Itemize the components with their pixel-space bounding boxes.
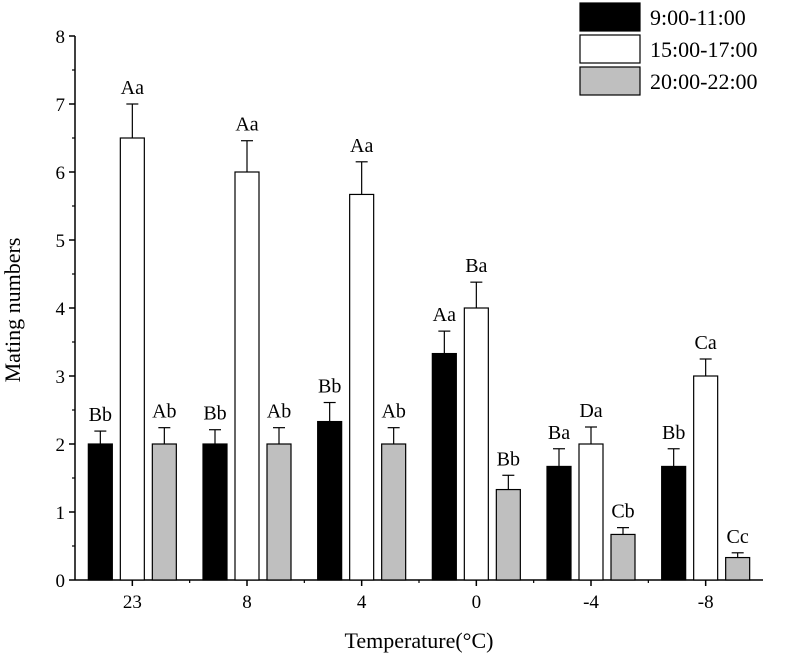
y-tick-label: 2 xyxy=(56,435,66,456)
x-axis: 23 8 4 0 -4 -8 xyxy=(75,579,763,613)
y-tick-label: 6 xyxy=(56,163,66,184)
data-label: Cb xyxy=(611,501,634,523)
x-tick-label: 4 xyxy=(357,592,367,613)
data-label: Da xyxy=(579,400,602,422)
legend-swatch xyxy=(579,66,641,96)
y-axis: 0 1 2 3 4 5 6 7 8 xyxy=(56,27,76,592)
error-bars xyxy=(94,103,744,558)
bar xyxy=(381,443,407,581)
legend-swatch xyxy=(579,2,641,32)
bar xyxy=(266,443,292,581)
legend: 9:00-11:00 15:00-17:00 20:00-22:00 xyxy=(579,2,758,96)
data-label: Ba xyxy=(465,255,487,277)
data-label: Ab xyxy=(267,401,291,423)
x-tick-label: 8 xyxy=(242,592,252,613)
bars xyxy=(87,137,751,581)
bar xyxy=(119,137,145,581)
data-label: Aa xyxy=(433,304,456,326)
data-label: Ab xyxy=(381,401,405,423)
data-label: Aa xyxy=(350,135,373,157)
data-label: Aa xyxy=(235,114,258,136)
y-tick-label: 4 xyxy=(56,299,66,320)
legend-entry: 15:00-17:00 xyxy=(650,37,758,62)
data-label: Bb xyxy=(662,422,685,444)
y-axis-title: Mating numbers xyxy=(0,238,25,383)
y-tick-label: 1 xyxy=(56,503,66,524)
data-label: Ab xyxy=(152,401,176,423)
bar xyxy=(578,443,604,581)
data-label: Bb xyxy=(318,376,341,398)
bar xyxy=(463,307,489,581)
bar xyxy=(661,465,687,581)
y-tick-label: 5 xyxy=(56,231,66,252)
y-tick-label: 3 xyxy=(56,367,66,388)
data-label: Bb xyxy=(89,404,112,426)
data-label: Cc xyxy=(727,526,749,548)
bar xyxy=(495,488,521,581)
bar xyxy=(87,443,113,581)
bar xyxy=(349,193,375,581)
x-tick-label: -4 xyxy=(583,592,599,613)
data-label: Aa xyxy=(121,77,144,99)
bar xyxy=(202,443,228,581)
x-tick-label: 23 xyxy=(123,592,142,613)
bar xyxy=(431,352,457,581)
x-tick-label: -8 xyxy=(698,592,714,613)
data-label: Bb xyxy=(203,403,226,425)
bar xyxy=(546,465,572,581)
legend-entry: 20:00-22:00 xyxy=(650,69,758,94)
bar xyxy=(610,533,636,581)
y-tick-label: 0 xyxy=(56,571,66,592)
significance-labels: Bb Aa Ab Bb Aa Ab Bb Aa Ab Aa Ba Bb Ba Da Cb Bb Ca Cc xyxy=(89,77,749,548)
y-tick-label: 8 xyxy=(56,27,66,48)
x-tick-label: 0 xyxy=(472,592,482,613)
bar xyxy=(317,420,343,581)
bar xyxy=(725,556,751,581)
data-label: Ca xyxy=(695,332,717,354)
legend-swatch xyxy=(579,34,641,64)
bar xyxy=(693,375,719,581)
bar xyxy=(151,443,177,581)
bar xyxy=(234,171,260,581)
y-tick-label: 7 xyxy=(56,95,66,116)
x-axis-title: Temperature(°C) xyxy=(345,628,494,653)
data-label: Ba xyxy=(548,422,570,444)
data-label: Bb xyxy=(497,448,520,470)
legend-entry: 9:00-11:00 xyxy=(650,5,746,30)
